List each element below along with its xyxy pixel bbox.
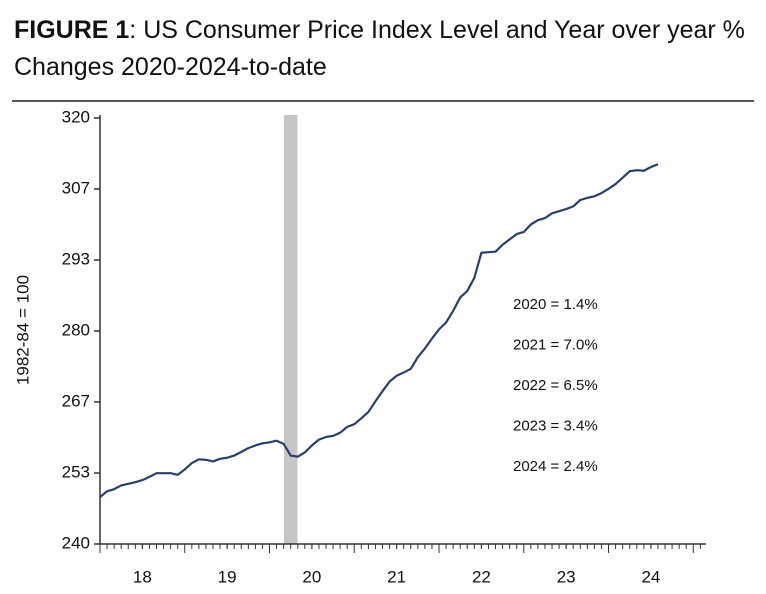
y-axis-label: 1982-84 = 100: [13, 275, 32, 385]
title-line: : US Consumer Price Index Level and Year…: [129, 16, 745, 44]
series-line: [99, 163, 659, 498]
annotation: 2024 = 2.4%: [513, 458, 598, 475]
x-tick-label: 23: [557, 567, 576, 586]
x-tick-label: 20: [302, 567, 321, 586]
y-tick-label: 240: [62, 533, 90, 552]
y-tick-label: 267: [62, 391, 90, 410]
annotation: 2020 = 1.4%: [513, 296, 598, 313]
y-tick-label: 280: [62, 320, 90, 339]
y-tick-label: 307: [62, 178, 90, 197]
y-tick-label: 293: [62, 250, 90, 269]
chart-title: FIGURE 1: US Consumer Price Index Level …: [14, 16, 745, 44]
x-tick-label: 19: [218, 567, 237, 586]
shaded-period: [283, 115, 298, 544]
y-tick-label: 253: [62, 463, 90, 482]
annotation: 2021 = 7.0%: [513, 336, 598, 353]
title-line: Changes 2020-2024-to-date: [14, 53, 327, 81]
x-tick-label: 24: [641, 567, 660, 586]
x-tick-label: 22: [472, 567, 491, 586]
x-tick-label: 18: [133, 567, 152, 586]
chart-title-2: Changes 2020-2024-to-date: [14, 53, 327, 81]
annotation: 2023 = 3.4%: [513, 417, 598, 434]
y-tick-label: 320: [62, 107, 90, 126]
title-prefix: FIGURE 1: [14, 16, 129, 44]
annotation: 2022 = 6.5%: [513, 377, 598, 394]
x-tick-label: 21: [387, 567, 406, 586]
